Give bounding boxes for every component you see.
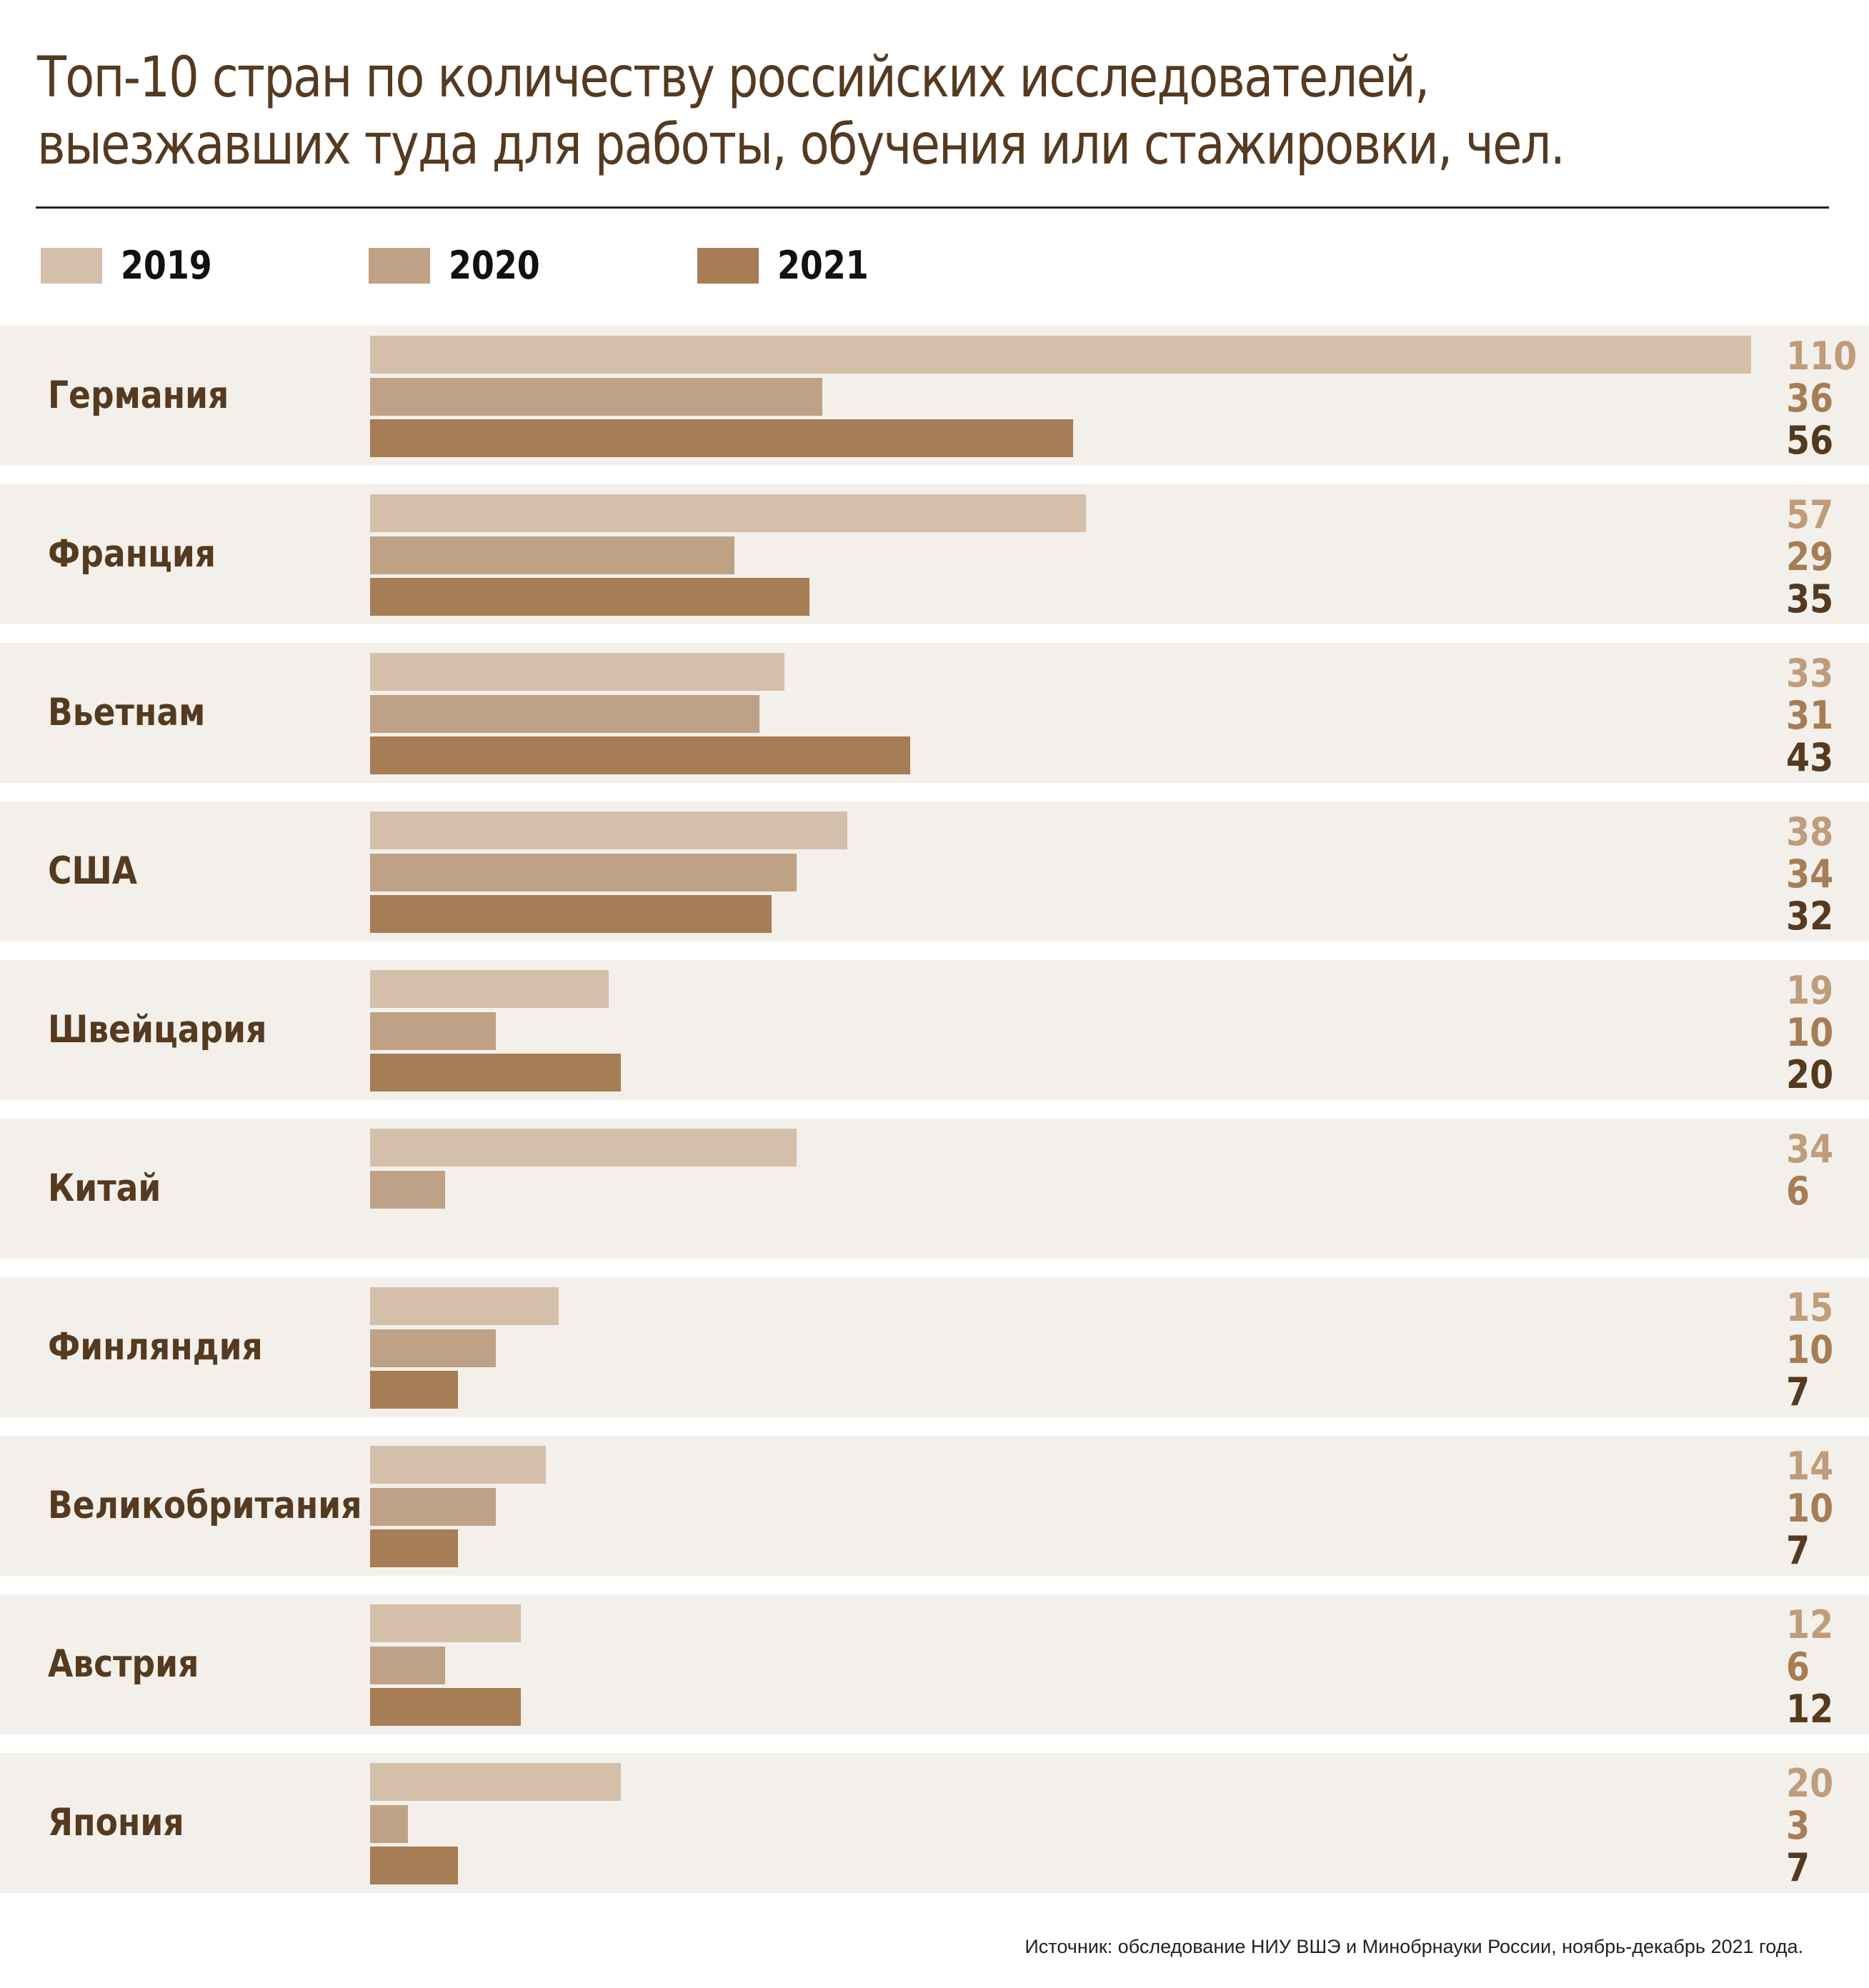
country-row: Вьетнам 33 31 43	[0, 643, 1869, 783]
bar-2020	[370, 1805, 408, 1843]
title-divider	[36, 206, 1829, 209]
legend-swatch	[369, 247, 430, 284]
legend-label: 2020	[449, 243, 540, 288]
data-label-2019: 33	[1786, 651, 1834, 696]
data-label-2021: 12	[1786, 1687, 1834, 1732]
data-label-2020: 10	[1786, 1327, 1834, 1372]
bar-2019	[370, 1446, 547, 1484]
country-row: Франция 57 29 35	[0, 484, 1869, 624]
data-label-2020: 10	[1786, 1486, 1834, 1531]
bar-2020	[370, 854, 797, 891]
data-label-2019: 34	[1786, 1127, 1834, 1172]
country-row: Великобритания 14 10 7	[0, 1436, 1869, 1576]
category-label: Германия	[48, 374, 229, 417]
bar-2020	[370, 1488, 496, 1526]
data-label-2021: 32	[1786, 894, 1834, 939]
bar-2020	[370, 1171, 446, 1209]
title-line-1: Топ-10 стран по количеству российских ис…	[37, 46, 1430, 110]
bar-2021	[370, 895, 772, 933]
data-label-2019: 38	[1786, 809, 1834, 854]
data-label-2020: 6	[1786, 1644, 1810, 1689]
category-label: Китай	[48, 1167, 161, 1210]
data-label-2021: 20	[1786, 1052, 1834, 1097]
data-label-2020: 6	[1786, 1169, 1810, 1214]
data-label-2021: 56	[1786, 418, 1834, 463]
country-row: Германия 110 36 56	[0, 326, 1869, 466]
bar-2020	[370, 378, 822, 416]
category-label: Швейцария	[48, 1008, 267, 1052]
data-label-2020: 31	[1786, 693, 1834, 738]
bar-2020	[370, 695, 759, 733]
legend-item-2019: 2019	[41, 243, 228, 288]
bar-2021	[370, 419, 1074, 457]
data-label-2019: 14	[1786, 1444, 1834, 1489]
data-label-2019: 20	[1786, 1761, 1834, 1806]
category-label: Великобритания	[48, 1484, 362, 1527]
data-label-2020: 3	[1786, 1803, 1810, 1848]
data-label-2021: 7	[1786, 1528, 1810, 1573]
data-label-2020: 29	[1786, 534, 1834, 579]
bar-2019	[370, 970, 609, 1008]
country-row: Финляндия 15 10 7	[0, 1277, 1869, 1417]
bar-2021	[370, 1371, 458, 1409]
data-label-2021: 43	[1786, 735, 1834, 780]
data-label-2021: 35	[1786, 576, 1834, 621]
bar-2021	[370, 1054, 622, 1092]
bar-2021	[370, 1529, 458, 1567]
bar-2021	[370, 1847, 458, 1884]
data-label-2019: 19	[1786, 968, 1834, 1013]
category-label: Франция	[48, 532, 216, 576]
data-label-2020: 34	[1786, 851, 1834, 896]
legend-item-2021: 2021	[697, 243, 884, 288]
category-label: Вьетнам	[48, 691, 206, 734]
bar-2020	[370, 1012, 496, 1050]
legend-label: 2019	[121, 243, 212, 288]
data-label-2020: 36	[1786, 376, 1834, 421]
country-row: США 38 34 32	[0, 801, 1869, 941]
data-label-2021: 7	[1786, 1845, 1810, 1890]
data-label-2019: 12	[1786, 1602, 1834, 1647]
bar-2019	[370, 811, 847, 849]
category-label: Финляндия	[48, 1325, 263, 1369]
bar-2020	[370, 1329, 496, 1367]
country-row: Япония 20 3 7	[0, 1753, 1869, 1893]
category-label: Австрия	[48, 1642, 199, 1686]
source-note: Источник: обследование НИУ ВШЭ и Минобрн…	[1025, 1936, 1803, 1957]
legend-swatch	[697, 247, 759, 284]
bar-2019	[370, 494, 1086, 532]
title-line-2: выезжавших туда для работы, обучения или…	[37, 113, 1565, 177]
category-label: США	[48, 849, 138, 893]
data-label-2021: 7	[1786, 1369, 1810, 1414]
category-label: Япония	[48, 1801, 184, 1844]
bar-2020	[370, 1647, 446, 1684]
bar-2019	[370, 653, 784, 691]
bar-2019	[370, 1287, 559, 1325]
data-label-2020: 10	[1786, 1010, 1834, 1055]
country-row: Австрия 12 6 12	[0, 1594, 1869, 1734]
country-row: Швейцария 19 10 20	[0, 960, 1869, 1100]
data-label-2019: 110	[1786, 334, 1858, 379]
bar-2019	[370, 1763, 622, 1801]
data-label-2019: 57	[1786, 492, 1834, 537]
bar-2021	[370, 1688, 521, 1726]
country-row: Китай 34 6	[0, 1119, 1869, 1259]
chart-title: Топ-10 стран по количеству российских ис…	[37, 44, 1573, 179]
legend-label: 2021	[777, 243, 869, 288]
data-label-2019: 15	[1786, 1285, 1834, 1330]
bar-2019	[370, 1604, 521, 1642]
legend-item-2020: 2020	[369, 243, 556, 288]
bar-2021	[370, 736, 910, 774]
bar-2021	[370, 578, 810, 616]
legend-swatch	[41, 247, 102, 284]
bar-2020	[370, 536, 734, 574]
bar-2019	[370, 1129, 797, 1167]
bar-2019	[370, 336, 1751, 374]
